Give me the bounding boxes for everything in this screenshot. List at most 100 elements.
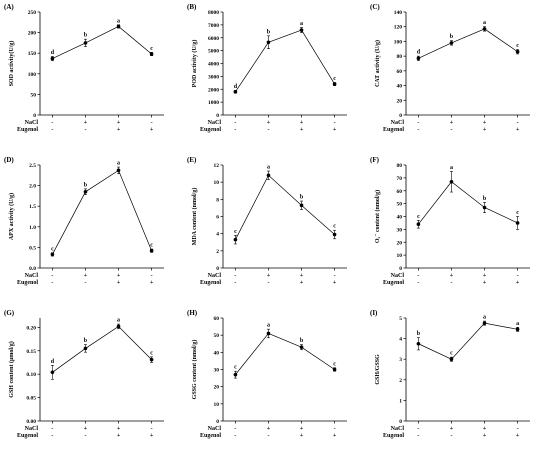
data-point [266, 173, 271, 178]
treatment-label: NaCl [25, 426, 39, 432]
panel-letter: (D) [4, 156, 14, 164]
data-point [83, 41, 88, 45]
treatment-sign: - [234, 127, 236, 133]
significance-letter: c [234, 365, 237, 371]
y-tick-label: 0 [216, 113, 219, 119]
significance-letter: a [117, 318, 120, 324]
y-tick-label: 100 [28, 72, 37, 78]
data-point [515, 49, 520, 54]
significance-letter: c [51, 246, 54, 252]
treatment-sign: + [84, 273, 88, 279]
significance-letter: c [333, 361, 336, 367]
y-tick-label: 40 [397, 215, 403, 221]
significance-letter: c [333, 76, 336, 82]
data-point [449, 41, 454, 45]
treatment-label: NaCl [391, 273, 405, 279]
significance-letter: b [300, 195, 304, 201]
series-line [418, 181, 518, 225]
data-point [299, 345, 304, 349]
treatment-sign: + [150, 433, 154, 439]
data-point [149, 357, 154, 362]
data-point [50, 56, 55, 61]
treatment-sign: + [450, 120, 454, 126]
treatment-sign: + [333, 433, 337, 439]
treatment-label: NaCl [391, 426, 405, 432]
y-tick-label: 10 [214, 180, 220, 186]
treatment-sign: - [51, 120, 53, 126]
y-tick-label: 70 [397, 176, 403, 182]
treatment-label: Eugenol [200, 280, 221, 286]
y-tick-label: 5000 [208, 49, 219, 55]
data-point [482, 205, 487, 210]
treatment-sign: - [334, 120, 336, 126]
y-tick-label: 20 [214, 385, 220, 391]
y-axis-label: O₂⁻ content (nmol/g) [374, 190, 381, 243]
chart-panel-8: (H) 0 10 20 30 40 50 60 GSSG content (nmol/g) c a b… [187, 309, 347, 439]
treatment-sign: + [516, 433, 520, 439]
significance-letter: a [300, 21, 303, 27]
treatment-sign: + [483, 426, 487, 432]
data-point [83, 189, 88, 194]
y-tick-label: 0.00 [26, 419, 36, 425]
treatment-sign: - [51, 280, 53, 286]
treatment-sign: - [450, 127, 452, 133]
data-point [266, 40, 271, 45]
y-tick-label: 80 [397, 54, 403, 60]
significance-letter: b [483, 196, 487, 202]
treatment-sign: - [234, 120, 236, 126]
y-tick-label: 0.05 [26, 396, 36, 402]
y-tick-label: 12 [214, 163, 220, 169]
treatment-sign: + [117, 120, 121, 126]
data-point [83, 346, 88, 351]
y-tick-label: 0.5 [29, 245, 36, 251]
significance-letter: a [117, 18, 120, 24]
significance-letter: c [516, 210, 519, 216]
significance-letter: b [84, 33, 88, 39]
treatment-sign: - [417, 273, 419, 279]
y-tick-label: 0.10 [26, 372, 36, 378]
treatment-label: NaCl [391, 120, 405, 126]
y-tick-label: 40 [397, 84, 403, 90]
y-tick-label: 0 [33, 113, 36, 119]
treatment-label: Eugenol [383, 433, 404, 439]
data-point [416, 222, 421, 227]
y-axis-label: APX activity (U/g) [8, 193, 15, 240]
y-tick-label: 2000 [208, 87, 219, 93]
data-point [299, 203, 304, 208]
treatment-label: Eugenol [17, 433, 38, 439]
series-line [235, 333, 335, 375]
treatment-sign: - [151, 426, 153, 432]
treatment-sign: + [450, 426, 454, 432]
y-tick-label: 2.0 [29, 184, 36, 190]
data-point [449, 179, 454, 184]
data-point [266, 331, 271, 336]
series-line [235, 29, 335, 93]
y-axis-label: GSH/GSSG [375, 354, 381, 385]
y-tick-label: 0.15 [26, 349, 36, 355]
panel-letter: (A) [4, 3, 14, 11]
y-tick-label: 1000 [208, 100, 219, 106]
treatment-sign: + [300, 433, 304, 439]
data-point [50, 252, 55, 257]
treatment-sign: + [333, 127, 337, 133]
y-tick-label: 20 [397, 98, 403, 104]
y-tick-label: 1.0 [29, 225, 36, 231]
treatment-label: Eugenol [200, 433, 221, 439]
treatment-sign: + [117, 127, 121, 133]
data-point [515, 221, 520, 225]
y-tick-label: 50 [397, 202, 403, 208]
data-point [482, 27, 487, 31]
y-tick-label: 120 [394, 25, 403, 31]
treatment-sign: + [150, 127, 154, 133]
y-tick-label: 5 [399, 316, 402, 322]
treatment-label: NaCl [25, 273, 39, 279]
data-point [149, 52, 154, 56]
significance-letter: b [84, 182, 88, 188]
treatment-sign: - [334, 426, 336, 432]
treatment-sign: + [300, 127, 304, 133]
data-point [416, 341, 421, 346]
treatment-sign: + [516, 280, 520, 286]
treatment-sign: - [450, 280, 452, 286]
data-point [416, 56, 421, 61]
treatment-label: Eugenol [200, 127, 221, 133]
